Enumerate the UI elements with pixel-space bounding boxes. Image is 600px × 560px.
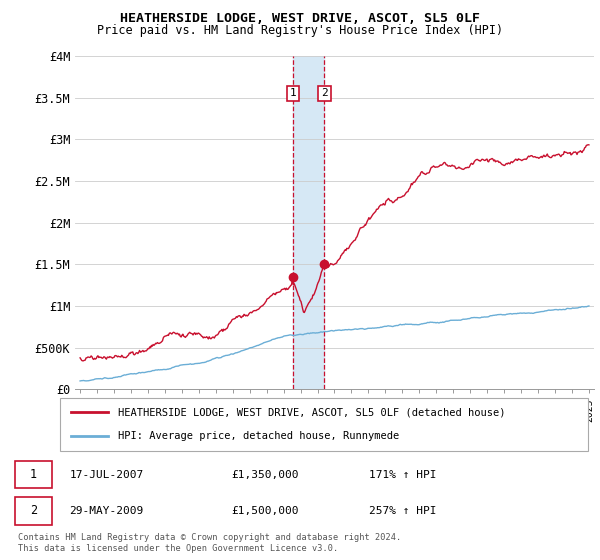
FancyBboxPatch shape xyxy=(60,398,588,451)
Text: 1: 1 xyxy=(30,468,37,481)
Bar xyxy=(15,497,52,525)
Bar xyxy=(293,56,325,389)
Text: HEATHERSIDE LODGE, WEST DRIVE, ASCOT, SL5 0LF (detached house): HEATHERSIDE LODGE, WEST DRIVE, ASCOT, SL… xyxy=(118,408,506,418)
Text: £1,350,000: £1,350,000 xyxy=(231,470,298,479)
Text: 2: 2 xyxy=(30,505,37,517)
Text: 1: 1 xyxy=(289,88,296,99)
Text: HPI: Average price, detached house, Runnymede: HPI: Average price, detached house, Runn… xyxy=(118,431,400,441)
Bar xyxy=(15,461,52,488)
Text: 2: 2 xyxy=(321,88,328,99)
Text: 257% ↑ HPI: 257% ↑ HPI xyxy=(369,506,437,516)
Text: Price paid vs. HM Land Registry's House Price Index (HPI): Price paid vs. HM Land Registry's House … xyxy=(97,24,503,36)
Text: 17-JUL-2007: 17-JUL-2007 xyxy=(70,470,144,479)
Text: Contains HM Land Registry data © Crown copyright and database right 2024.
This d: Contains HM Land Registry data © Crown c… xyxy=(18,533,401,553)
Text: 171% ↑ HPI: 171% ↑ HPI xyxy=(369,470,437,479)
Text: £1,500,000: £1,500,000 xyxy=(231,506,298,516)
Text: 29-MAY-2009: 29-MAY-2009 xyxy=(70,506,144,516)
Text: HEATHERSIDE LODGE, WEST DRIVE, ASCOT, SL5 0LF: HEATHERSIDE LODGE, WEST DRIVE, ASCOT, SL… xyxy=(120,12,480,25)
